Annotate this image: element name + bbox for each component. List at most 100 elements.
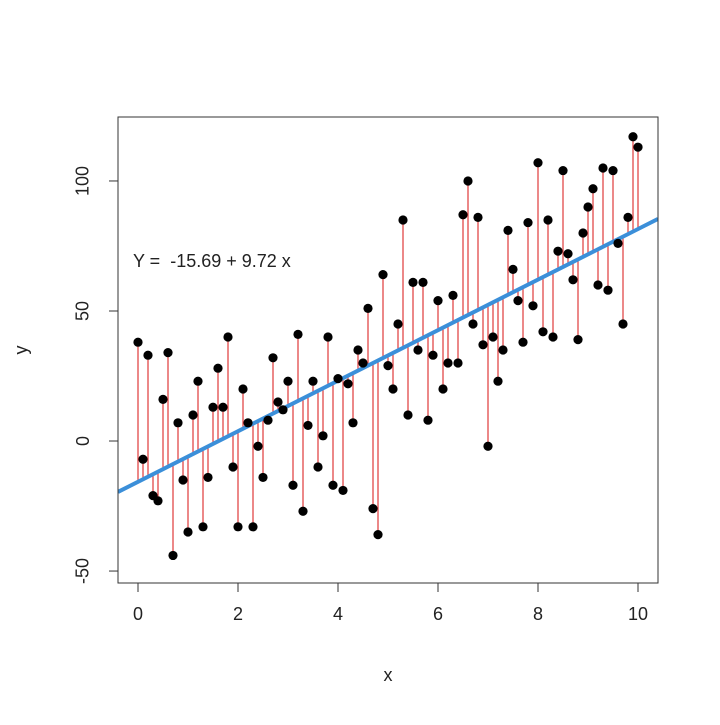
- point: [623, 212, 633, 222]
- point: [383, 361, 393, 371]
- point: [263, 415, 273, 425]
- point: [388, 384, 398, 394]
- point: [323, 332, 333, 342]
- point: [293, 329, 303, 339]
- point: [353, 345, 363, 355]
- point: [473, 212, 483, 222]
- x-axis-label: x: [384, 665, 393, 685]
- point: [218, 402, 228, 412]
- point: [628, 132, 638, 142]
- point: [193, 376, 203, 386]
- point: [298, 506, 308, 516]
- point: [508, 264, 518, 274]
- point: [548, 332, 558, 342]
- point: [528, 301, 538, 311]
- point: [593, 280, 603, 290]
- point: [443, 358, 453, 368]
- point: [478, 340, 488, 350]
- point: [313, 462, 323, 472]
- point: [258, 472, 268, 483]
- point: [398, 215, 408, 225]
- point: [233, 522, 243, 532]
- point: [223, 332, 233, 342]
- point: [178, 475, 188, 485]
- point: [138, 454, 148, 464]
- point: [158, 394, 168, 405]
- point: [453, 358, 463, 368]
- point: [343, 379, 353, 389]
- point: [428, 350, 438, 360]
- point: [608, 165, 618, 176]
- point: [133, 337, 143, 347]
- point: [558, 165, 568, 176]
- point: [183, 527, 193, 537]
- point: [378, 269, 388, 280]
- point: [198, 522, 208, 532]
- point: [488, 332, 498, 342]
- point: [418, 277, 428, 287]
- point: [463, 176, 473, 186]
- point: [283, 376, 293, 386]
- plot-frame: [117, 116, 659, 584]
- point: [238, 384, 248, 394]
- point: [468, 319, 478, 329]
- point: [268, 353, 278, 363]
- point: [538, 327, 548, 337]
- y-axis-label: y: [11, 346, 31, 355]
- point: [368, 504, 378, 514]
- point: [163, 348, 173, 358]
- point: [438, 384, 448, 394]
- point: [213, 363, 223, 373]
- point: [458, 210, 468, 220]
- y-tick-label: 50: [73, 301, 93, 321]
- point: [433, 295, 443, 306]
- point: [613, 238, 623, 248]
- point: [543, 215, 553, 225]
- point: [413, 345, 423, 355]
- point: [583, 202, 593, 212]
- y-tick-label: 0: [73, 436, 93, 446]
- x-tick-label: 8: [533, 604, 543, 624]
- point: [408, 277, 418, 287]
- point: [493, 376, 503, 386]
- point: [328, 480, 338, 490]
- point: [248, 522, 258, 532]
- x-tick-label: 10: [628, 604, 648, 624]
- point: [308, 376, 318, 386]
- point: [513, 295, 523, 306]
- point: [603, 285, 613, 295]
- point: [373, 530, 383, 540]
- point: [563, 249, 573, 259]
- x-tick-label: 4: [333, 604, 343, 624]
- point: [243, 418, 253, 428]
- point: [208, 402, 218, 412]
- point: [598, 163, 608, 173]
- point: [303, 420, 313, 431]
- y-tick-label: -50: [73, 558, 93, 584]
- point: [358, 358, 368, 368]
- regression-line: [118, 217, 658, 494]
- point: [503, 225, 513, 235]
- point: [523, 217, 533, 228]
- point: [573, 334, 583, 345]
- point: [578, 228, 588, 238]
- point: [203, 472, 213, 483]
- point: [618, 319, 628, 329]
- point: [153, 496, 163, 506]
- point: [568, 275, 578, 285]
- point: [278, 405, 288, 415]
- point: [393, 319, 403, 329]
- point: [288, 480, 298, 490]
- point: [273, 397, 283, 407]
- point: [338, 485, 348, 496]
- point: [553, 246, 563, 256]
- point: [483, 441, 493, 451]
- point: [318, 431, 328, 441]
- point: [533, 158, 543, 168]
- point: [168, 550, 178, 561]
- point: [363, 303, 373, 313]
- point: [348, 418, 358, 428]
- point: [588, 184, 598, 194]
- point: [228, 462, 238, 472]
